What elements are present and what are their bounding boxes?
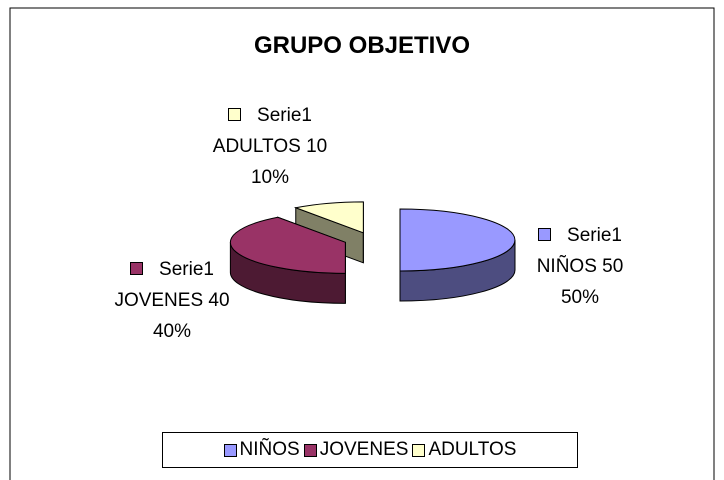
- legend-item: NIÑOS: [223, 439, 300, 461]
- data-label-body: NIÑOS 50 50%: [520, 251, 640, 313]
- series-name: Serie1: [567, 225, 622, 246]
- legend-label: JOVENES: [319, 439, 409, 460]
- pie-slice: [229, 216, 346, 304]
- data-label-head: Serie1: [112, 254, 232, 285]
- legend-item: JOVENES: [303, 439, 409, 461]
- slice-top: [399, 208, 516, 272]
- series-name: Serie1: [257, 105, 312, 126]
- legend-marker: [303, 443, 317, 457]
- series-name: Serie1: [159, 259, 214, 280]
- label-marker: [228, 108, 242, 121]
- data-label: Serie1 ADULTOS 10 10%: [210, 100, 330, 193]
- legend-marker: [412, 443, 426, 457]
- legend-marker: [223, 443, 237, 457]
- label-value: 40: [208, 290, 230, 311]
- data-label-body: ADULTOS 10 10%: [210, 131, 330, 193]
- label-category: ADULTOS: [212, 136, 301, 157]
- label-value: 50: [602, 256, 624, 277]
- data-label: Serie1 JOVENES 40 40%: [112, 254, 232, 347]
- legend: NIÑOS JOVENES ADULTOS: [162, 432, 578, 468]
- label-marker: [130, 262, 144, 275]
- legend-label: ADULTOS: [428, 439, 517, 460]
- label-value: 10: [306, 136, 328, 157]
- pie-slice: [399, 208, 516, 302]
- data-label-head: Serie1: [210, 100, 330, 131]
- label-percent: 10%: [250, 167, 290, 188]
- slice-top: [293, 201, 364, 234]
- data-label-head: Serie1: [520, 220, 640, 251]
- label-percent: 40%: [152, 321, 192, 342]
- legend-label: NIÑOS: [239, 439, 300, 460]
- legend-item: ADULTOS: [412, 439, 516, 461]
- chart-title: GRUPO OBJETIVO: [253, 32, 471, 59]
- label-category: NIÑOS: [536, 256, 597, 277]
- slice-top: [229, 216, 346, 274]
- data-label: Serie1 NIÑOS 50 50%: [520, 220, 640, 313]
- label-category: JOVENES: [114, 290, 204, 311]
- label-percent: 50%: [560, 287, 600, 308]
- label-marker: [538, 228, 552, 241]
- data-label-body: JOVENES 40 40%: [112, 285, 232, 347]
